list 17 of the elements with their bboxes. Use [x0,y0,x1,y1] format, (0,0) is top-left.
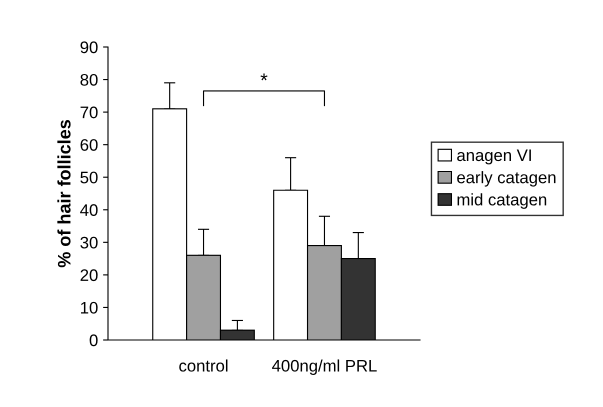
legend-label: anagen VI [457,149,531,164]
y-tick-label: 0 [90,334,98,346]
y-tick-label: 70 [80,106,98,118]
x-tick-label: 400ng/ml PRL [272,359,377,375]
y-tick-label: 40 [80,204,98,216]
y-tick-label: 20 [80,269,98,282]
y-tick-label: 10 [81,302,98,314]
y-tick-label: 60 [80,139,98,151]
y-tick-label: 50 [80,172,98,184]
legend-label: mid catagen [458,193,546,209]
legend-label: early catagen [457,171,556,187]
y-tick-label: 80 [80,74,98,86]
y-tick-label: 90 [80,41,98,54]
y-tick-label: 30 [80,236,98,249]
annotation: * [260,74,268,80]
y-axis-title: % of hair follicles [57,120,71,268]
x-tick-label: control [179,359,228,372]
